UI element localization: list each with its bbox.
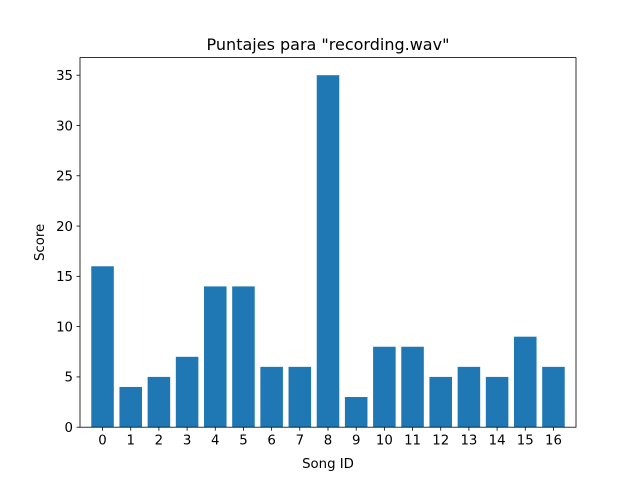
x-tick-label: 10: [376, 434, 393, 449]
x-tick-label: 16: [545, 434, 562, 449]
y-axis: 0 5 10 15 20 25 30 35: [56, 69, 80, 436]
y-tick-label: 30: [56, 119, 73, 134]
bar-5: [232, 286, 255, 428]
y-tick-label: 5: [65, 371, 73, 386]
x-tick-label: 9: [352, 434, 360, 449]
x-axis: 0 1 2 3 4 5 6 7 8 9 10 11 12 13 14 15 16: [98, 427, 562, 449]
x-tick-label: 6: [267, 434, 275, 449]
bar-6: [260, 366, 283, 428]
x-axis-label: Song ID: [302, 457, 354, 472]
bar-9: [344, 397, 368, 428]
bar-7: [288, 366, 312, 428]
x-tick-label: 5: [239, 434, 247, 449]
bar-1: [119, 386, 142, 428]
x-tick-label: 13: [460, 434, 477, 449]
bar-3: [175, 356, 199, 428]
bar-15: [514, 336, 537, 428]
bar-0: [91, 266, 114, 428]
y-axis-label: Score: [33, 224, 48, 261]
x-tick-label: 8: [324, 434, 332, 449]
y-tick-label: 35: [56, 69, 73, 84]
y-tick-label: 10: [56, 320, 73, 335]
x-tick-label: 1: [126, 434, 134, 449]
bar-2: [147, 376, 171, 428]
x-tick-label: 3: [183, 434, 191, 449]
y-tick-label: 0: [65, 421, 73, 436]
x-tick-label: 14: [489, 434, 506, 449]
x-tick-label: 0: [98, 434, 106, 449]
y-tick-label: 15: [56, 270, 73, 285]
x-tick-label: 7: [296, 434, 304, 449]
bar-8: [316, 75, 340, 428]
x-tick-label: 4: [211, 434, 219, 449]
bar-4: [204, 286, 227, 428]
x-tick-label: 12: [432, 434, 449, 449]
bar-14: [485, 376, 509, 428]
bar-16: [542, 366, 565, 428]
bars-layer: [91, 75, 565, 428]
bar-11: [401, 346, 424, 428]
plot-frame: [79, 57, 577, 428]
x-tick-label: 11: [404, 434, 421, 449]
bar-10: [373, 346, 396, 428]
y-tick-label: 20: [56, 220, 73, 235]
y-tick-label: 25: [56, 170, 73, 185]
bar-13: [457, 366, 481, 428]
chart-title: Puntajes para "recording.wav": [207, 35, 450, 54]
x-tick-label: 2: [155, 434, 163, 449]
x-tick-label: 15: [517, 434, 534, 449]
bar-12: [429, 376, 452, 428]
